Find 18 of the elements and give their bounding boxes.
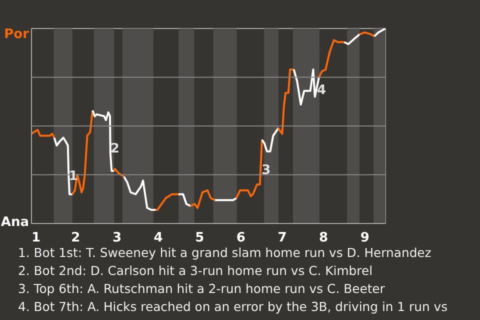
annotation: 3 — [262, 162, 271, 178]
x-tick-label: 9 — [360, 230, 370, 246]
text: 3. Top 6th: A. Rutschman hit a 2-run home run vs C. Beeter — [18, 281, 385, 296]
text: Por — [4, 26, 29, 44]
x-tick-label: 2 — [71, 230, 80, 246]
text: Ana — [0, 214, 29, 232]
x-tick-label: 6 — [236, 230, 246, 246]
text: 4. Bot 7th: A. Hicks reached on an error by the 3B, driving in 1 run vs — [18, 299, 448, 314]
x-tick-label: 7 — [278, 230, 287, 246]
text: 1. Bot 1st: T. Sweeney hit a grand slam home run vs D. Hernandez — [18, 245, 432, 260]
x-tick-label: 5 — [195, 230, 204, 246]
x-tick-label: 3 — [112, 230, 122, 246]
annotation: 4 — [316, 82, 326, 98]
x-tick-label: 1 — [32, 230, 41, 246]
x-tick-label: 4 — [154, 230, 163, 246]
annotation: 1 — [68, 168, 78, 184]
x-tick-label: 8 — [319, 230, 328, 246]
text: 2. Bot 2nd: D. Carlson hit a 3-run home run vs C. Kimbrel — [18, 263, 373, 278]
